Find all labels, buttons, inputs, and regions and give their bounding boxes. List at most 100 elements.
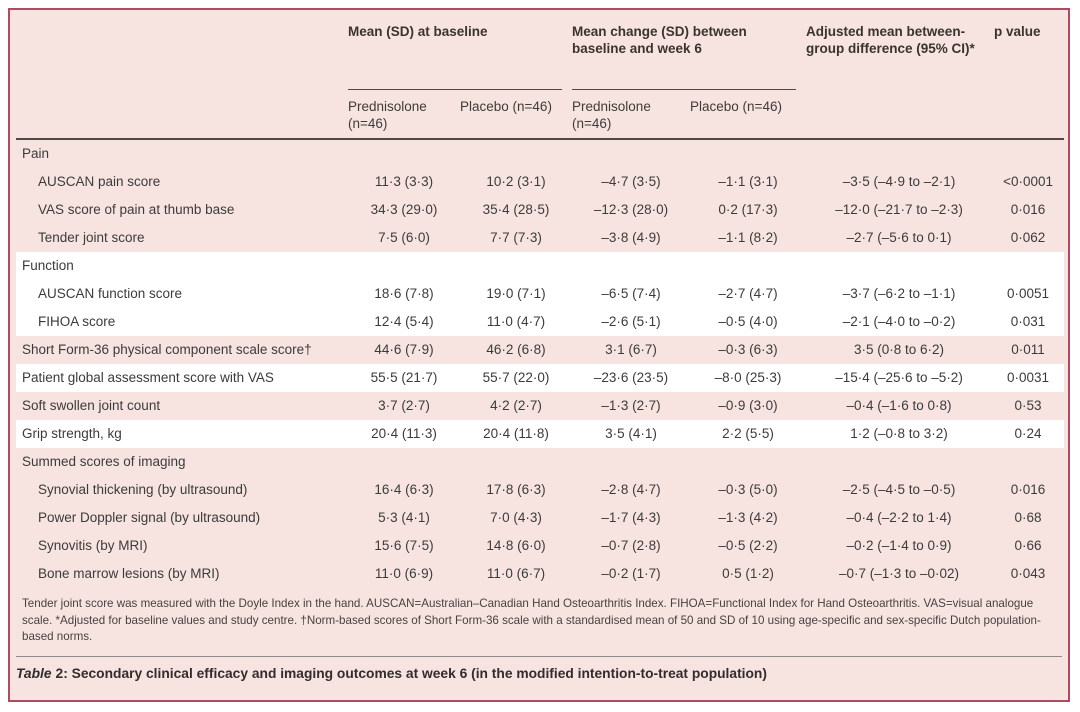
cell-change-placebo: 0·5 (1·2)	[722, 566, 774, 581]
table-inner: Mean (SD) at baseline Mean change (SD) b…	[10, 10, 1068, 651]
cell-difference: –0·2 (–1·4 to 0·9)	[846, 538, 952, 553]
cell-baseline-prednisolone: 55·5 (21·7)	[370, 370, 438, 385]
cell-difference: –2·7 (–5·6 to 0·1)	[846, 230, 952, 245]
header-group-baseline: Mean (SD) at baseline	[348, 10, 572, 90]
header-group-difference: Adjusted mean between-group difference (…	[806, 24, 975, 56]
cell-baseline-placebo: 17·8 (6·3)	[486, 482, 546, 497]
cell-pvalue: 0·043	[1010, 566, 1046, 581]
cell-pvalue: 0·24	[1014, 426, 1042, 441]
cell-change-prednisolone: –1·7 (4·3)	[601, 510, 661, 525]
cell-baseline-prednisolone: 20·4 (11·3)	[371, 426, 437, 441]
header-group-pvalue: p value	[994, 24, 1041, 39]
cell-baseline-placebo: 10·2 (3·1)	[486, 174, 546, 189]
table-row: Patient global assessment score with VAS…	[16, 364, 1065, 392]
cell-change-placebo: –1·3 (4·2)	[718, 510, 778, 525]
header-empty	[16, 10, 348, 90]
cell-difference: –0·4 (–1·6 to 0·8)	[846, 398, 952, 413]
cell-baseline-prednisolone: 12·4 (5·4)	[374, 314, 434, 329]
cell-baseline-prednisolone: 7·5 (6·0)	[378, 230, 430, 245]
table-body: Pain AUSCAN pain score 11·3 (3·3) 10·2 (…	[16, 139, 1065, 588]
cell-baseline-placebo: 11·0 (4·7)	[486, 314, 546, 329]
cell-change-placebo: –2·7 (4·7)	[718, 286, 778, 301]
cell-pvalue: 0·011	[1011, 342, 1045, 357]
caption-table-word: Table	[16, 665, 52, 681]
outcomes-table: Mean (SD) at baseline Mean change (SD) b…	[16, 10, 1065, 588]
cell-change-prednisolone: 3·1 (6·7)	[605, 342, 657, 357]
row-label: AUSCAN function score	[38, 286, 183, 301]
cell-baseline-placebo: 14·8 (6·0)	[486, 538, 546, 553]
cell-pvalue: 0·68	[1014, 510, 1042, 525]
cell-change-placebo: 2·2 (5·5)	[722, 426, 774, 441]
cell-baseline-placebo: 7·7 (7·3)	[490, 230, 542, 245]
table-row: Tender joint score 7·5 (6·0) 7·7 (7·3) –…	[16, 224, 1064, 252]
cell-change-placebo: –1·1 (8·2)	[718, 230, 778, 245]
cell-change-placebo: –8·0 (25·3)	[714, 370, 782, 385]
table-row: VAS score of pain at thumb base 34·3 (29…	[16, 196, 1064, 224]
cell-baseline-placebo: 35·4 (28·5)	[482, 202, 550, 217]
table-row: Soft swollen joint count 3·7 (2·7) 4·2 (…	[16, 392, 1064, 420]
cell-difference: –3·7 (–6·2 to –1·1)	[842, 286, 956, 301]
cell-difference: –12·0 (–21·7 to –2·3)	[835, 202, 963, 217]
cell-baseline-prednisolone: 34·3 (29·0)	[370, 202, 438, 217]
cell-change-prednisolone: –6·5 (7·4)	[601, 286, 661, 301]
table-row: Synovial thickening (by ultrasound) 16·4…	[16, 476, 1064, 504]
cell-difference: –2·1 (–4·0 to –0·2)	[842, 314, 956, 329]
section-row-function: Function	[16, 252, 1065, 280]
cell-pvalue: 0·062	[1010, 230, 1046, 245]
cell-change-placebo: –0·5 (4·0)	[718, 314, 778, 329]
cell-change-placebo: –0·5 (2·2)	[718, 538, 778, 553]
section-label: Pain	[22, 146, 50, 161]
header-empty	[16, 90, 348, 140]
cell-change-placebo: –1·1 (3·1)	[718, 174, 778, 189]
table-caption: Table 2: Secondary clinical efficacy and …	[10, 657, 1068, 681]
header-sub-prednisolone-baseline: Prednisolone (n=46)	[348, 90, 460, 140]
header-sub-placebo-change: Placebo (n=46)	[690, 90, 807, 140]
cell-baseline-placebo: 11·0 (6·7)	[486, 566, 546, 581]
cell-baseline-prednisolone: 44·6 (7·9)	[374, 342, 434, 357]
table-row: Synovitis (by MRI) 15·6 (7·5) 14·8 (6·0)…	[16, 532, 1064, 560]
cell-change-placebo: –0·3 (5·0)	[718, 482, 778, 497]
table-frame: Mean (SD) at baseline Mean change (SD) b…	[8, 8, 1070, 702]
cell-change-prednisolone: –1·3 (2·7)	[601, 398, 661, 413]
cell-baseline-prednisolone: 11·3 (3·3)	[374, 174, 434, 189]
table-row: FIHOA score 12·4 (5·4) 11·0 (4·7) –2·6 (…	[16, 308, 1065, 336]
section-row-imaging: Summed scores of imaging	[16, 448, 1064, 476]
cell-change-prednisolone: –4·7 (3·5)	[601, 174, 661, 189]
cell-pvalue: 0·031	[1010, 314, 1046, 329]
cell-pvalue: 0·66	[1014, 538, 1042, 553]
cell-baseline-prednisolone: 16·4 (6·3)	[374, 482, 434, 497]
header-sub-row: Prednisolone (n=46) Placebo (n=46) Predn…	[16, 90, 1065, 140]
table-header: Mean (SD) at baseline Mean change (SD) b…	[16, 10, 1065, 140]
cell-pvalue: 0·016	[1010, 482, 1046, 497]
cell-change-prednisolone: –23·6 (23·5)	[593, 370, 669, 385]
row-label: Short Form-36 physical component scale s…	[22, 342, 312, 357]
caption-divider	[16, 655, 1062, 657]
table-row: Bone marrow lesions (by MRI) 11·0 (6·9) …	[16, 560, 1064, 588]
cell-difference: 3·5 (0·8 to 6·2)	[854, 342, 945, 357]
section-row-pain: Pain	[16, 139, 1064, 168]
header-sub-placebo-baseline: Placebo (n=46)	[460, 90, 573, 140]
row-label: Synovitis (by MRI)	[38, 538, 148, 553]
header-empty	[806, 90, 993, 140]
row-label: Bone marrow lesions (by MRI)	[38, 566, 220, 581]
table-row: AUSCAN pain score 11·3 (3·3) 10·2 (3·1) …	[16, 168, 1064, 196]
cell-baseline-placebo: 46·2 (6·8)	[486, 342, 546, 357]
cell-baseline-placebo: 55·7 (22·0)	[482, 370, 550, 385]
cell-pvalue: <0·0001	[1003, 174, 1053, 189]
cell-baseline-prednisolone: 5·3 (4·1)	[378, 510, 430, 525]
row-label: Patient global assessment score with VAS	[22, 370, 274, 385]
cell-difference: –15·4 (–25·6 to –5·2)	[835, 370, 963, 385]
cell-change-prednisolone: –2·8 (4·7)	[601, 482, 661, 497]
header-group-row: Mean (SD) at baseline Mean change (SD) b…	[16, 10, 1064, 90]
cell-change-placebo: –0·9 (3·0)	[718, 398, 778, 413]
cell-baseline-prednisolone: 11·0 (6·9)	[374, 566, 434, 581]
cell-baseline-prednisolone: 18·6 (7·8)	[374, 286, 434, 301]
cell-baseline-placebo: 19·0 (7·1)	[486, 286, 546, 301]
table-footnote: Tender joint score was measured with the…	[22, 597, 1041, 643]
cell-baseline-prednisolone: 3·7 (2·7)	[378, 398, 430, 413]
row-label: Tender joint score	[38, 230, 145, 245]
table-row: Grip strength, kg 20·4 (11·3) 20·4 (11·8…	[16, 420, 1065, 448]
row-label: FIHOA score	[38, 314, 116, 329]
cell-difference: –3·5 (–4·9 to –2·1)	[842, 174, 956, 189]
cell-baseline-placebo: 20·4 (11·8)	[483, 426, 549, 441]
